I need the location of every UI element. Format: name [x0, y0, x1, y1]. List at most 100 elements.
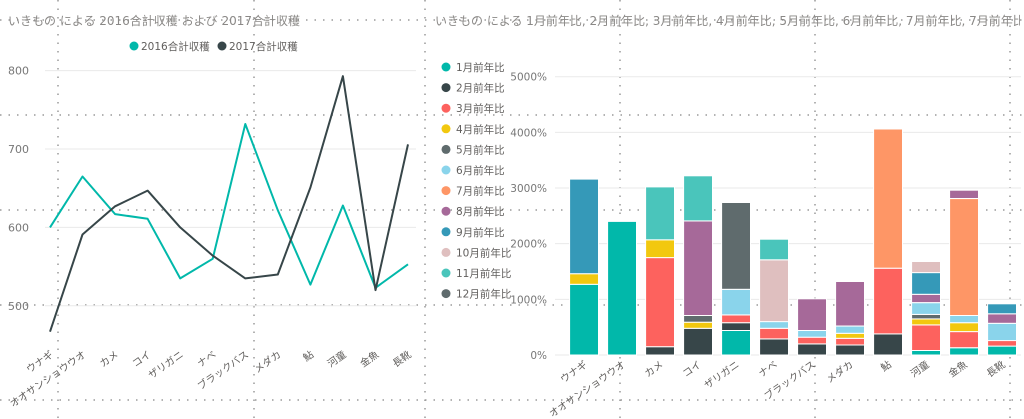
- y-tick-label: 2000%: [510, 239, 547, 251]
- bar-segment[interactable]: [683, 315, 714, 323]
- bar-segment[interactable]: [835, 337, 866, 346]
- legend-label-8[interactable]: 9月前年比: [456, 226, 505, 239]
- bar-segment[interactable]: [987, 322, 1017, 342]
- bar-segment[interactable]: [569, 178, 600, 275]
- bar-segment[interactable]: [683, 220, 714, 316]
- x-tick-label: ナベ: [195, 349, 218, 370]
- bar-chart-title: いきもの による 1月前年比, 2月前年比, 3月前年比, 4月前年比, 5月前…: [435, 14, 1020, 28]
- bar-segment[interactable]: [949, 331, 979, 349]
- x-tick-label: ナベ: [756, 359, 779, 380]
- bar-segment[interactable]: [911, 272, 942, 295]
- y-tick-label: 5000%: [510, 72, 547, 84]
- legend-marker-11: [441, 289, 451, 299]
- bar-segment[interactable]: [683, 175, 714, 222]
- x-tick-label: コイ: [681, 359, 704, 379]
- bar-segment[interactable]: [835, 281, 866, 327]
- legend-marker-5: [441, 165, 451, 175]
- bar-segment[interactable]: [759, 238, 790, 261]
- legend-marker-3: [441, 124, 451, 134]
- bar-segment[interactable]: [721, 322, 752, 332]
- legend-marker-1: [217, 41, 227, 51]
- x-tick-label: ザリガニ: [146, 349, 186, 382]
- legend-label-10[interactable]: 11月前年比: [456, 267, 511, 280]
- y-tick-label: 1000%: [510, 294, 547, 306]
- bar-segment[interactable]: [911, 302, 942, 315]
- bar-segment[interactable]: [987, 345, 1017, 356]
- bar-segment[interactable]: [911, 318, 942, 326]
- x-tick-label: カメ: [98, 349, 121, 370]
- legend-marker-8: [441, 227, 451, 237]
- bar-segment[interactable]: [835, 325, 866, 334]
- line-chart-panel: いきもの による 2016合計収穫 および 2017合計収穫 500 600 700…: [0, 0, 425, 419]
- series-line-1[interactable]: [49, 75, 409, 333]
- bar-segment[interactable]: [721, 202, 752, 290]
- bar-segment[interactable]: [797, 336, 828, 345]
- x-tick-label: カメ: [642, 359, 665, 380]
- bar-segment[interactable]: [721, 314, 752, 324]
- legend-label-4[interactable]: 5月前年比: [456, 143, 505, 156]
- legend-label-11[interactable]: 12月前年比: [456, 288, 511, 301]
- legend-marker-4: [441, 144, 451, 154]
- bar-segment[interactable]: [569, 273, 600, 285]
- legend-label-9[interactable]: 10月前年比: [456, 246, 511, 259]
- legend-label-7[interactable]: 8月前年比: [456, 205, 505, 218]
- x-tick-label: 河童: [908, 358, 932, 380]
- x-tick-label: 金魚: [357, 348, 381, 370]
- y-tick-label: 500: [8, 300, 29, 313]
- bar-segment[interactable]: [949, 198, 979, 317]
- bar-segment[interactable]: [911, 261, 942, 274]
- legend-label-0[interactable]: 2016合計収穫: [141, 40, 210, 53]
- x-tick-label: 河童: [325, 348, 349, 370]
- x-tick-label: ザリガニ: [702, 359, 742, 392]
- bar-segment[interactable]: [645, 239, 676, 259]
- x-tick-label: 長靴: [390, 348, 414, 370]
- legend-label-3[interactable]: 4月前年比: [456, 123, 505, 136]
- y-tick-label: 3000%: [510, 183, 547, 195]
- legend-label-6[interactable]: 7月前年比: [456, 185, 505, 198]
- legend-label-5[interactable]: 6月前年比: [456, 164, 505, 177]
- bar-segment[interactable]: [759, 338, 790, 356]
- bar-segment[interactable]: [873, 128, 904, 269]
- bar-segment[interactable]: [911, 350, 942, 356]
- bar-segment[interactable]: [873, 333, 904, 356]
- y-tick-label: 800: [8, 65, 29, 78]
- bar-segment[interactable]: [987, 313, 1017, 324]
- x-tick-label: 鮎: [878, 358, 894, 374]
- legend-marker-0: [441, 62, 451, 72]
- bar-segment[interactable]: [987, 340, 1017, 347]
- legend-marker-1: [441, 83, 451, 93]
- legend-label-1[interactable]: 2017合計収穫: [229, 40, 298, 53]
- bar-segment[interactable]: [645, 346, 676, 356]
- bar-segment[interactable]: [607, 220, 638, 356]
- bar-segment[interactable]: [569, 283, 600, 356]
- bar-segment[interactable]: [759, 321, 790, 329]
- bar-segment[interactable]: [911, 324, 942, 351]
- bar-segment[interactable]: [949, 347, 979, 356]
- stacked-bar-chart: 1月前年比 2月前年比 3月前年比 4月前年比 5月前年比 6月前年比 7月前年比 8月前年比…: [441, 61, 1021, 419]
- bar-segment[interactable]: [835, 332, 866, 339]
- bar-segment[interactable]: [759, 327, 790, 340]
- bar-segment[interactable]: [759, 259, 790, 323]
- bar-segment[interactable]: [949, 189, 979, 199]
- bar-segment[interactable]: [683, 321, 714, 329]
- y-tick-label: 0%: [530, 350, 547, 362]
- bar-segment[interactable]: [797, 343, 828, 356]
- bar-segment[interactable]: [987, 303, 1017, 315]
- bar-segment[interactable]: [797, 298, 828, 331]
- legend-label-2[interactable]: 3月前年比: [456, 102, 505, 115]
- bar-segment[interactable]: [721, 288, 752, 316]
- bar-segment[interactable]: [911, 293, 942, 304]
- bar-segment[interactable]: [949, 322, 979, 333]
- bar-segment[interactable]: [911, 313, 942, 320]
- bar-segment[interactable]: [873, 267, 904, 335]
- legend-label-1[interactable]: 2月前年比: [456, 82, 505, 95]
- bar-segment[interactable]: [683, 327, 714, 356]
- bar-segment[interactable]: [797, 330, 828, 338]
- bar-segment[interactable]: [645, 186, 676, 241]
- bar-segment[interactable]: [721, 330, 752, 356]
- bar-segment[interactable]: [835, 344, 866, 356]
- bar-segment[interactable]: [949, 315, 979, 324]
- series-line-0[interactable]: [49, 123, 409, 289]
- legend-label-0[interactable]: 1月前年比: [456, 61, 505, 74]
- bar-segment[interactable]: [645, 257, 676, 348]
